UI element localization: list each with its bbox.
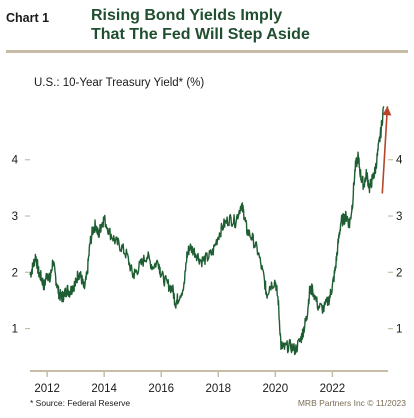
x-tick-label-2014: 2014 (91, 383, 117, 395)
credit-note: MRB Partners Inc © 11/2023 (297, 398, 406, 408)
y-tick-label-left-3: 3 (12, 211, 18, 223)
x-tick-label-2022: 2022 (320, 383, 346, 395)
x-tick-label-2012: 2012 (34, 383, 60, 395)
chart-subtitle: U.S.: 10-Year Treasury Yield* (%) (34, 77, 205, 89)
y-tick-label-right-2: 2 (396, 267, 402, 279)
x-tick-label-2020: 2020 (263, 383, 289, 395)
chart-title-line-1: Rising Bond Yields Imply (91, 7, 283, 24)
x-tick-label-2016: 2016 (148, 383, 174, 395)
chart-label: Chart 1 (6, 11, 50, 25)
y-tick-label-left-4: 4 (12, 155, 19, 167)
y-tick-label-right-3: 3 (396, 211, 402, 223)
chart-title-line-2: That The Fed Will Step Aside (91, 26, 310, 43)
y-tick-label-left-1: 1 (12, 324, 18, 336)
y-tick-label-right-1: 1 (396, 324, 402, 336)
source-note: * Source: Federal Reserve (30, 398, 131, 408)
trend-arrow-shaft (381, 106, 389, 194)
y-tick-label-left-2: 2 (12, 267, 18, 279)
title-rule (6, 50, 408, 53)
x-tick-label-2018: 2018 (205, 383, 231, 395)
y-tick-label-right-4: 4 (396, 155, 403, 167)
series-line-1 (29, 106, 385, 356)
trend-arrow-head (382, 106, 392, 116)
chart-title: Rising Bond Yields Imply That The Fed Wi… (91, 6, 310, 44)
